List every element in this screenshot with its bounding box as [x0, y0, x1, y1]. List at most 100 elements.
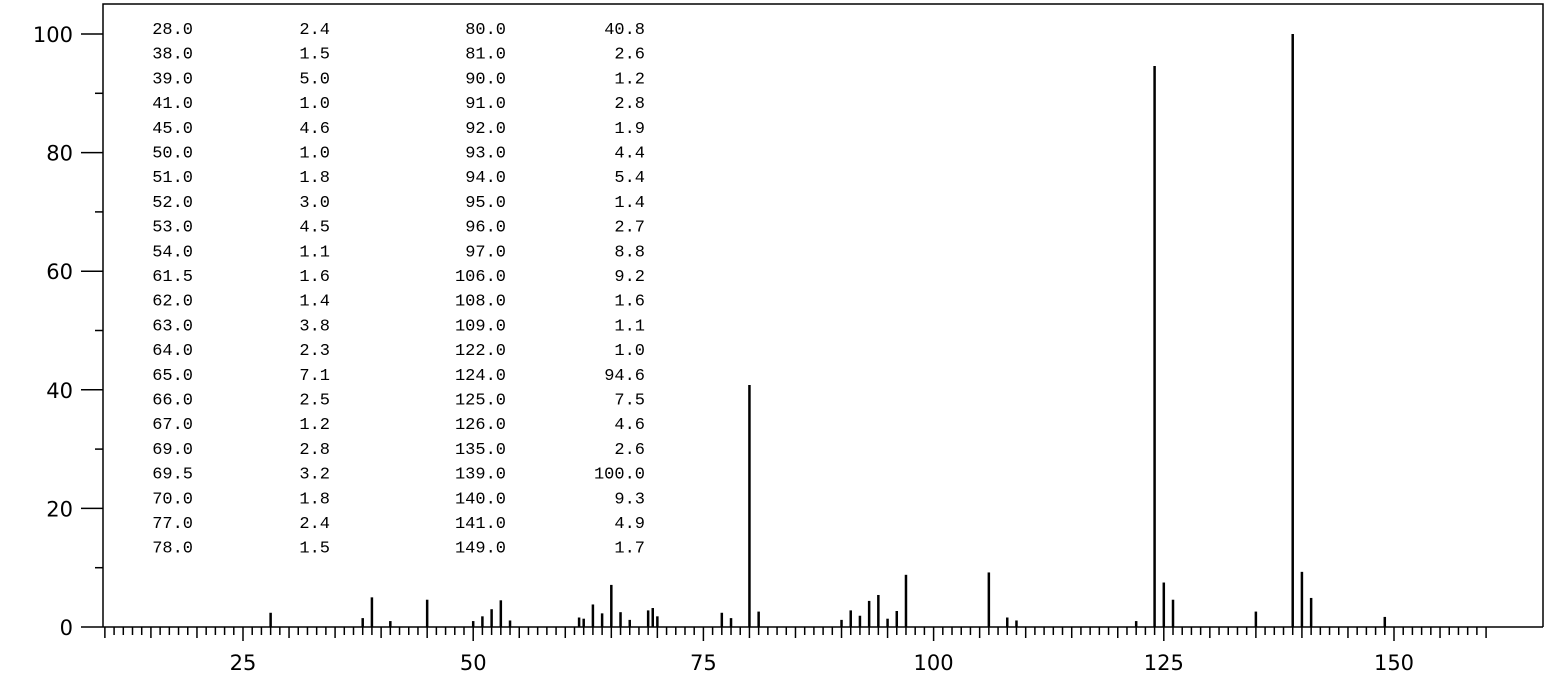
table-mz-value: 65.0 [152, 367, 193, 386]
table-mz-value: 141.0 [455, 515, 506, 534]
table-mz-value: 51.0 [152, 169, 193, 188]
table-mz-value: 53.0 [152, 219, 193, 238]
table-intensity-value: 2.6 [614, 441, 645, 460]
table-mz-value: 80.0 [465, 21, 506, 40]
table-mz-value: 95.0 [465, 194, 506, 213]
table-intensity-value: 9.2 [614, 268, 645, 287]
peaks [269, 34, 1387, 627]
table-intensity-value: 2.5 [299, 392, 330, 411]
table-intensity-value: 3.8 [299, 317, 330, 336]
table-mz-value: 28.0 [152, 21, 193, 40]
table-mz-value: 50.0 [152, 145, 193, 164]
table-mz-value: 63.0 [152, 317, 193, 336]
table-mz-value: 54.0 [152, 243, 193, 262]
table-intensity-value: 4.6 [614, 416, 645, 435]
y-tick-label: 0 [60, 616, 73, 640]
table-mz-value: 62.0 [152, 293, 193, 312]
table-intensity-value: 8.8 [614, 243, 645, 262]
table-mz-value: 149.0 [455, 540, 506, 559]
table-mz-value: 52.0 [152, 194, 193, 213]
table-intensity-value: 2.6 [614, 46, 645, 65]
table-intensity-value: 1.5 [299, 540, 330, 559]
table-mz-value: 106.0 [455, 268, 506, 287]
table-intensity-value: 1.8 [299, 169, 330, 188]
table-intensity-value: 1.4 [299, 293, 330, 312]
y-tick-label: 100 [33, 23, 73, 47]
table-intensity-value: 1.6 [614, 293, 645, 312]
table-intensity-value: 1.0 [299, 145, 330, 164]
table-intensity-value: 7.5 [614, 392, 645, 411]
x-tick-label: 150 [1374, 651, 1414, 673]
table-intensity-value: 1.6 [299, 268, 330, 287]
table-intensity-value: 1.7 [614, 540, 645, 559]
table-intensity-value: 2.8 [299, 441, 330, 460]
y-tick-label: 80 [46, 142, 73, 166]
table-intensity-value: 1.0 [299, 95, 330, 114]
table-mz-value: 140.0 [455, 490, 506, 509]
table-mz-value: 122.0 [455, 342, 506, 361]
table-intensity-value: 100.0 [594, 466, 645, 485]
table-mz-value: 94.0 [465, 169, 506, 188]
table-mz-value: 81.0 [465, 46, 506, 65]
peak-table: 28.0 38.0 39.0 41.0 45.0 50.0 51.0 52.0 53.0 54.0… [152, 21, 645, 559]
table-mz-value: 39.0 [152, 70, 193, 89]
table-mz-value: 126.0 [455, 416, 506, 435]
table-intensity-value: 4.6 [299, 120, 330, 139]
table-mz-value: 139.0 [455, 466, 506, 485]
table-mz-value: 41.0 [152, 95, 193, 114]
table-mz-value: 124.0 [455, 367, 506, 386]
table-intensity-value: 1.2 [614, 70, 645, 89]
table-mz-value: 108.0 [455, 293, 506, 312]
table-mz-value: 64.0 [152, 342, 193, 361]
plot-border [102, 3, 1544, 627]
table-mz-value: 92.0 [465, 120, 506, 139]
table-intensity-value: 2.7 [614, 219, 645, 238]
table-mz-value: 91.0 [465, 95, 506, 114]
x-tick-label: 50 [460, 651, 487, 673]
y-axis: 0 20 40 60 80 100 [33, 23, 103, 640]
table-mz-value: 45.0 [152, 120, 193, 139]
table-intensity-value: 2.4 [299, 21, 330, 40]
table-intensity-value: 2.3 [299, 342, 330, 361]
table-intensity-value: 1.1 [614, 317, 645, 336]
table-intensity-value: 2.8 [614, 95, 645, 114]
table-intensity-value: 5.0 [299, 70, 330, 89]
table-mz-value: 125.0 [455, 392, 506, 411]
table-intensity-value: 1.1 [299, 243, 330, 262]
table-intensity-value: 1.5 [299, 46, 330, 65]
table-mz-value: 135.0 [455, 441, 506, 460]
x-tick-label: 25 [230, 651, 257, 673]
table-intensity-value: 1.8 [299, 490, 330, 509]
table-mz-value: 69.0 [152, 441, 193, 460]
table-intensity-value: 1.4 [614, 194, 645, 213]
table-mz-value: 77.0 [152, 515, 193, 534]
table-intensity-value: 94.6 [604, 367, 645, 386]
table-intensity-value: 4.9 [614, 515, 645, 534]
y-tick-label: 60 [46, 260, 73, 284]
table-mz-value: 109.0 [455, 317, 506, 336]
y-tick-label: 40 [46, 379, 73, 403]
table-intensity-value: 5.4 [614, 169, 645, 188]
x-axis: 25 50 75 100 125 150 [104, 627, 1487, 673]
table-intensity-value: 1.0 [614, 342, 645, 361]
table-mz-value: 78.0 [152, 540, 193, 559]
table-intensity-value: 7.1 [299, 367, 330, 386]
table-mz-value: 69.5 [152, 466, 193, 485]
x-tick-label: 75 [690, 651, 717, 673]
table-intensity-value: 4.4 [614, 145, 645, 164]
table-mz-value: 70.0 [152, 490, 193, 509]
table-mz-value: 66.0 [152, 392, 193, 411]
table-mz-value: 90.0 [465, 70, 506, 89]
table-intensity-value: 1.9 [614, 120, 645, 139]
table-intensity-value: 4.5 [299, 219, 330, 238]
table-mz-value: 97.0 [465, 243, 506, 262]
table-mz-value: 38.0 [152, 46, 193, 65]
table-intensity-value: 2.4 [299, 515, 330, 534]
table-mz-value: 96.0 [465, 219, 506, 238]
table-mz-value: 93.0 [465, 145, 506, 164]
y-tick-label: 20 [46, 497, 73, 521]
x-tick-label: 125 [1144, 651, 1184, 673]
table-intensity-value: 1.2 [299, 416, 330, 435]
table-mz-value: 61.5 [152, 268, 193, 287]
